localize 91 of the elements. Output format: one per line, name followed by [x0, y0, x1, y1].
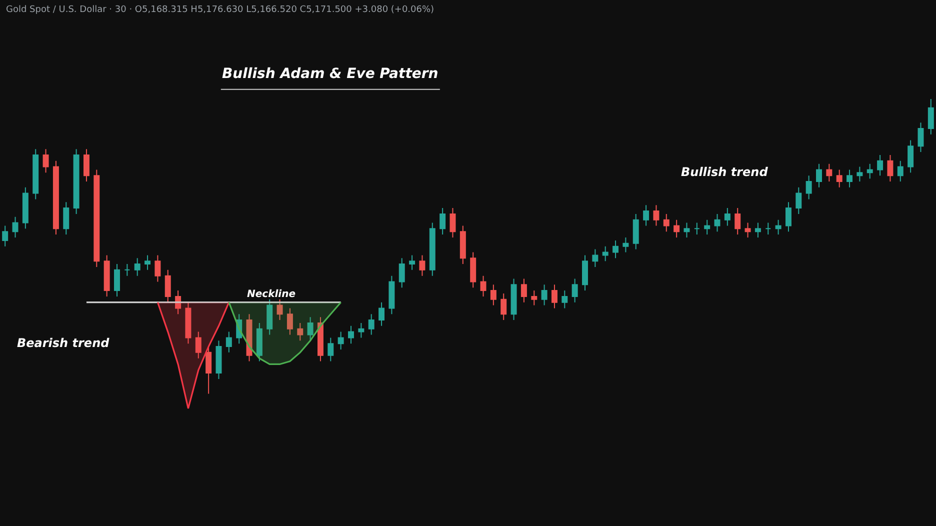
candlestick — [551, 284, 558, 309]
candlestick — [897, 160, 904, 182]
chart-subtitle: Gold Spot / U.S. Dollar · 30 · O5,168.315 H5,176.630 L5,166.520 C5,171.500 +3.080 (+0.06%) — [6, 5, 434, 15]
candlestick — [226, 331, 232, 353]
candlestick — [2, 225, 8, 247]
candlestick — [918, 122, 924, 153]
candlestick — [63, 202, 70, 236]
candlestick — [52, 160, 59, 236]
candlestick — [734, 208, 741, 236]
candlestick — [83, 148, 90, 182]
candlestick — [520, 278, 527, 303]
candlestick — [490, 284, 496, 306]
candlestick — [836, 169, 842, 188]
candlestick — [195, 331, 202, 359]
candlestick — [164, 269, 171, 303]
candlestick — [32, 148, 39, 200]
candlestick — [440, 208, 446, 236]
candlestick — [856, 166, 863, 182]
chart-title: Bullish Adam & Eve Pattern — [222, 66, 438, 82]
candlestick — [602, 246, 608, 262]
candlestick — [653, 204, 660, 226]
annotation: Bullish trend — [681, 165, 768, 179]
candlestick — [775, 219, 782, 236]
candlestick — [368, 314, 374, 336]
candlestick — [663, 213, 670, 232]
candlestick — [206, 346, 212, 394]
candlestick — [22, 186, 28, 230]
candlestick — [378, 302, 385, 326]
candlestick — [500, 293, 507, 321]
candlestick — [877, 154, 884, 176]
candlestick — [714, 213, 720, 232]
candlestick — [785, 202, 792, 232]
annotation: Neckline — [247, 289, 296, 300]
candlestick — [562, 290, 568, 309]
candlestick — [266, 298, 273, 336]
candlestick — [124, 264, 130, 276]
candlestick — [42, 148, 49, 174]
candlestick — [531, 290, 538, 306]
candlestick — [592, 248, 598, 268]
candlestick — [398, 258, 405, 288]
candlestick — [826, 163, 832, 182]
candlestick — [73, 148, 80, 214]
candlestick — [328, 337, 334, 362]
candlestick — [510, 278, 517, 321]
candlestick — [144, 254, 151, 270]
candlestick — [175, 290, 182, 315]
candlestick — [419, 254, 426, 276]
candlestick — [429, 222, 436, 276]
candlestick — [480, 275, 486, 297]
candlestick — [765, 222, 772, 236]
candlestick — [674, 219, 680, 238]
candlestick — [134, 258, 140, 276]
candlestick — [348, 325, 354, 344]
candlestick — [622, 237, 629, 253]
candlestick — [185, 302, 192, 344]
candlestick — [409, 254, 416, 270]
candlestick — [866, 163, 873, 180]
candlestick — [816, 163, 822, 188]
candlestick — [388, 275, 395, 315]
annotation: Bearish trend — [17, 336, 110, 350]
candlestick — [928, 98, 934, 135]
candlestick — [154, 254, 161, 282]
candlestick — [358, 322, 364, 338]
candlestick — [744, 222, 751, 238]
candlestick — [694, 222, 700, 236]
candlestick — [754, 222, 761, 238]
candlestick — [724, 208, 730, 226]
candlestick — [460, 225, 466, 265]
candlestick — [256, 322, 262, 362]
candlestick — [632, 213, 639, 250]
candlestick — [643, 204, 650, 226]
candlestick — [104, 254, 110, 297]
candlestick — [796, 186, 802, 214]
candlestick — [806, 175, 812, 200]
candlestick — [684, 222, 690, 238]
candlestick — [612, 240, 619, 259]
candlestick — [470, 252, 476, 288]
candlestick — [846, 169, 853, 188]
candlestick — [887, 154, 894, 182]
candlestick — [582, 254, 588, 292]
candlestick — [114, 264, 120, 297]
candlestick — [307, 316, 314, 342]
candlestick — [704, 219, 710, 236]
candlestick — [572, 278, 578, 303]
candlestick — [908, 140, 914, 174]
candlestick — [541, 284, 548, 306]
candlestick — [338, 331, 344, 350]
candlestick — [216, 340, 222, 380]
candlestick — [12, 216, 18, 238]
candlestick — [94, 169, 100, 268]
candlestick — [450, 208, 456, 238]
